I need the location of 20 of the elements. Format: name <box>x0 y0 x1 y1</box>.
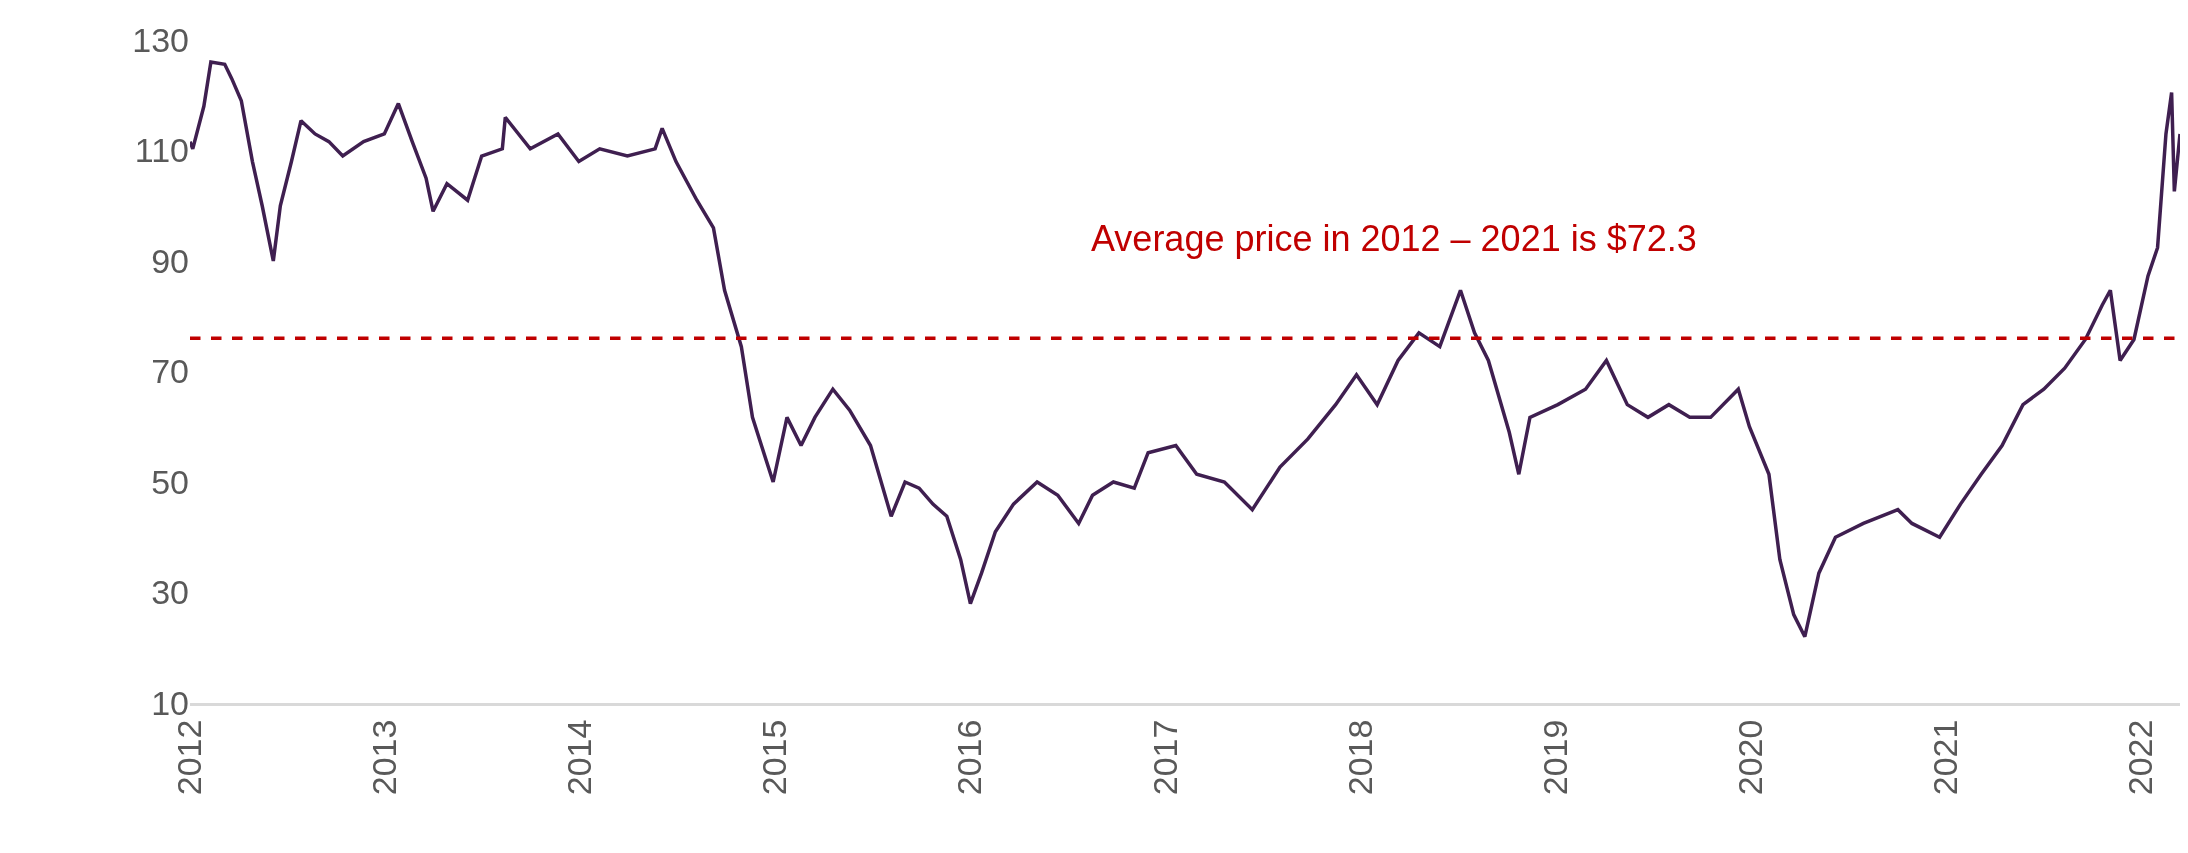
x-tick-label: 2013 <box>365 719 404 796</box>
x-tick-label: 2022 <box>2121 719 2160 796</box>
y-tick-label: 110 <box>134 131 189 170</box>
x-tick-label: 2014 <box>560 719 599 796</box>
y-tick-label: 10 <box>151 683 189 722</box>
y-tick-label: 70 <box>151 352 189 391</box>
line-series <box>190 60 2180 639</box>
x-tick-label: 2012 <box>170 719 209 796</box>
y-tick-label: 50 <box>151 462 189 501</box>
x-tick-label: 2016 <box>950 719 989 796</box>
x-tick-label: 2017 <box>1145 719 1184 796</box>
x-tick-label: 2020 <box>1730 719 1769 796</box>
x-tick-label: 2015 <box>755 719 794 796</box>
x-tick-label: 2018 <box>1340 719 1379 796</box>
x-tick-label: 2019 <box>1535 719 1574 796</box>
x-tick-label: 2021 <box>1925 719 1964 796</box>
y-tick-label: 30 <box>151 573 189 612</box>
ref-line-label: Average price in 2012 – 2021 is $72.3 <box>1091 218 1697 259</box>
y-tick-label: 90 <box>151 241 189 280</box>
y-tick-label: 130 <box>132 20 189 59</box>
